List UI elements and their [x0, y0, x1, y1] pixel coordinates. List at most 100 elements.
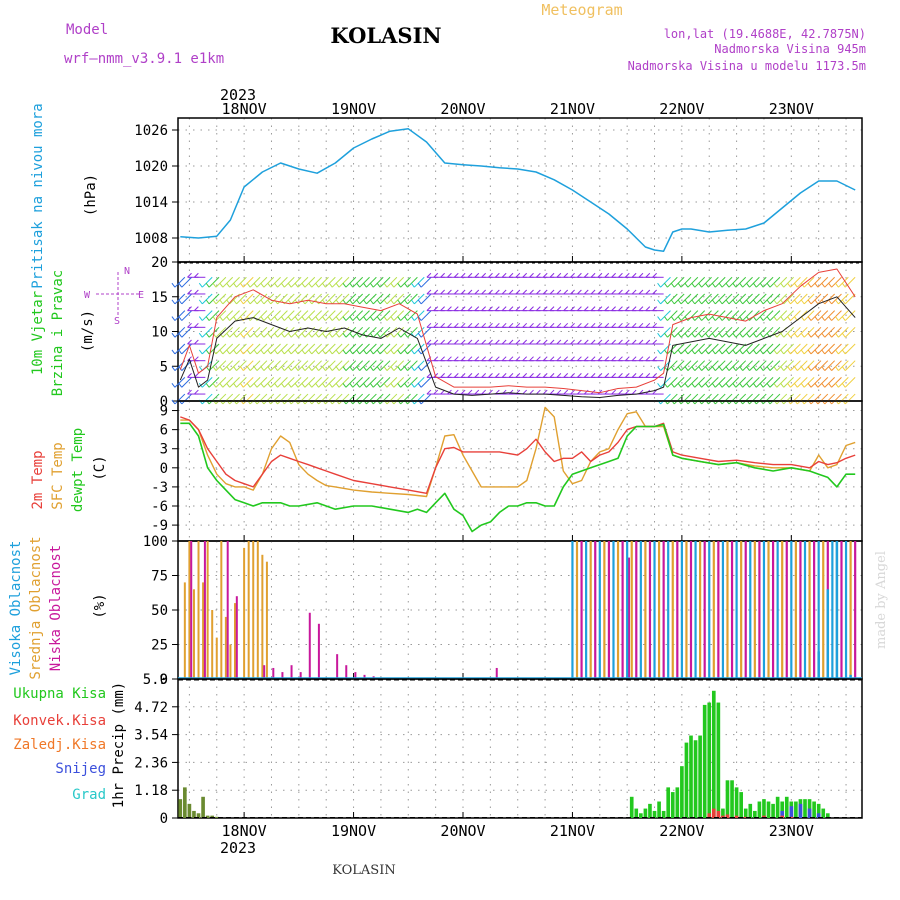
wind-barb: [542, 373, 548, 378]
wind-barb: [294, 316, 299, 321]
wind-barb: [735, 326, 747, 338]
wind-barb: [440, 306, 445, 312]
wind-barb: [752, 349, 757, 355]
wind-barb: [400, 343, 411, 355]
cloud-bar-overcast: [589, 541, 592, 679]
wind-barb: [294, 282, 299, 288]
wind-barb: [618, 306, 623, 312]
wind-barb: [239, 299, 244, 305]
wind-barb: [481, 356, 486, 362]
wind-barb: [494, 272, 500, 278]
wind-barb: [817, 293, 829, 305]
wind-barb: [838, 343, 849, 355]
wind-barb: [270, 360, 281, 371]
cloud-bar-overcast: [653, 541, 656, 679]
wind-barb: [453, 322, 459, 328]
wind-barb: [386, 360, 398, 371]
wind-barb: [215, 377, 227, 388]
wind-barb: [604, 289, 610, 295]
precip-bar-snow: [807, 808, 812, 818]
wind-barb: [181, 293, 193, 305]
wind-barb: [222, 343, 234, 355]
precip-ytick-label: 5.9: [143, 672, 168, 688]
wind-barb: [522, 272, 528, 278]
wind-barb: [701, 377, 712, 388]
cloud-bar-low: [299, 672, 302, 679]
wind-ytick-label: 5: [160, 359, 168, 375]
wind-barb: [759, 316, 764, 321]
wind-barb: [372, 360, 384, 371]
wind-barb: [297, 276, 309, 288]
wind-barb: [773, 382, 778, 388]
wind-barb: [694, 276, 706, 288]
day-labels-bottom: 18NOV 19NOV 20NOV 21NOV 22NOV 23NOV: [222, 822, 814, 840]
meteogram-label: Meteogram: [541, 1, 622, 19]
cloud-bar-low: [336, 654, 339, 679]
wind-barb: [201, 310, 213, 321]
wind-barb: [835, 282, 839, 288]
wind-barb: [383, 316, 388, 321]
wind-barb: [762, 343, 774, 355]
wind-barb: [529, 339, 534, 345]
wind-barb: [766, 299, 771, 305]
wind-barb: [721, 360, 733, 371]
wind-barb: [705, 316, 709, 321]
wind-barb: [171, 349, 176, 355]
wind-barb: [453, 272, 459, 278]
cloud-bar-overcast: [575, 541, 579, 679]
precip-bar-total: [753, 810, 757, 818]
wind-barb: [800, 349, 805, 355]
wind-barb: [304, 360, 316, 371]
wind-barb: [631, 272, 637, 278]
wind-barb: [494, 289, 500, 295]
wind-barb: [515, 289, 521, 295]
wind-barb: [359, 293, 370, 305]
wind-barb: [755, 393, 767, 405]
wind-barb: [824, 343, 835, 355]
wind-barb: [453, 289, 459, 295]
wind-barb: [762, 393, 774, 405]
wind-barb: [556, 373, 562, 378]
wind-barb: [835, 316, 839, 321]
wind-barb: [714, 276, 726, 288]
wind-barb: [790, 343, 801, 355]
wind-barb: [345, 360, 357, 371]
wind-barb: [652, 306, 657, 312]
wind-barb: [583, 373, 589, 378]
wind-barb: [624, 306, 630, 312]
wind-barb: [759, 332, 764, 338]
cloud-bar-mid: [211, 610, 214, 679]
wind-barb: [673, 293, 685, 305]
wind-barb: [624, 289, 630, 295]
wind-barb: [542, 356, 548, 362]
cloud-bar-overcast: [813, 541, 816, 679]
wind-barb: [447, 339, 452, 345]
wind-barb: [769, 310, 781, 321]
wind-barb: [287, 332, 292, 338]
cloud-bar-overcast: [699, 541, 702, 679]
cloud-bar-overcast: [854, 541, 857, 679]
wind-barb: [542, 289, 548, 295]
wind-barb: [242, 377, 254, 388]
wind-barb: [810, 393, 822, 405]
wind-barb: [838, 310, 849, 321]
wind-barb: [379, 360, 391, 371]
wind-barb: [725, 349, 730, 355]
wind-barb: [783, 377, 794, 388]
wind-barb: [577, 272, 582, 278]
wind-barb: [318, 276, 329, 288]
wind-barb: [390, 316, 395, 321]
cloud-bar-overcast: [594, 541, 597, 679]
wind-barb: [759, 366, 764, 371]
wind-barb: [311, 377, 322, 388]
wind-barb: [828, 366, 832, 371]
wind-barb: [413, 326, 425, 338]
wind-barb: [236, 377, 247, 388]
wind-barb: [583, 272, 589, 278]
wind-barb: [342, 316, 347, 321]
wind-barb: [369, 366, 374, 371]
wind-barb: [735, 393, 747, 405]
wind-barb: [494, 306, 500, 312]
wind-barb: [253, 299, 258, 305]
wind-barb: [522, 289, 528, 295]
